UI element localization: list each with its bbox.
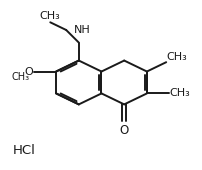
Text: CH₃: CH₃ <box>166 52 187 62</box>
Text: O: O <box>119 124 128 137</box>
Text: CH₃: CH₃ <box>39 11 59 21</box>
Text: CH₃: CH₃ <box>11 72 29 82</box>
Text: CH₃: CH₃ <box>169 88 190 98</box>
Text: NH: NH <box>73 25 90 35</box>
Text: O: O <box>24 66 33 76</box>
Text: HCl: HCl <box>13 144 36 157</box>
